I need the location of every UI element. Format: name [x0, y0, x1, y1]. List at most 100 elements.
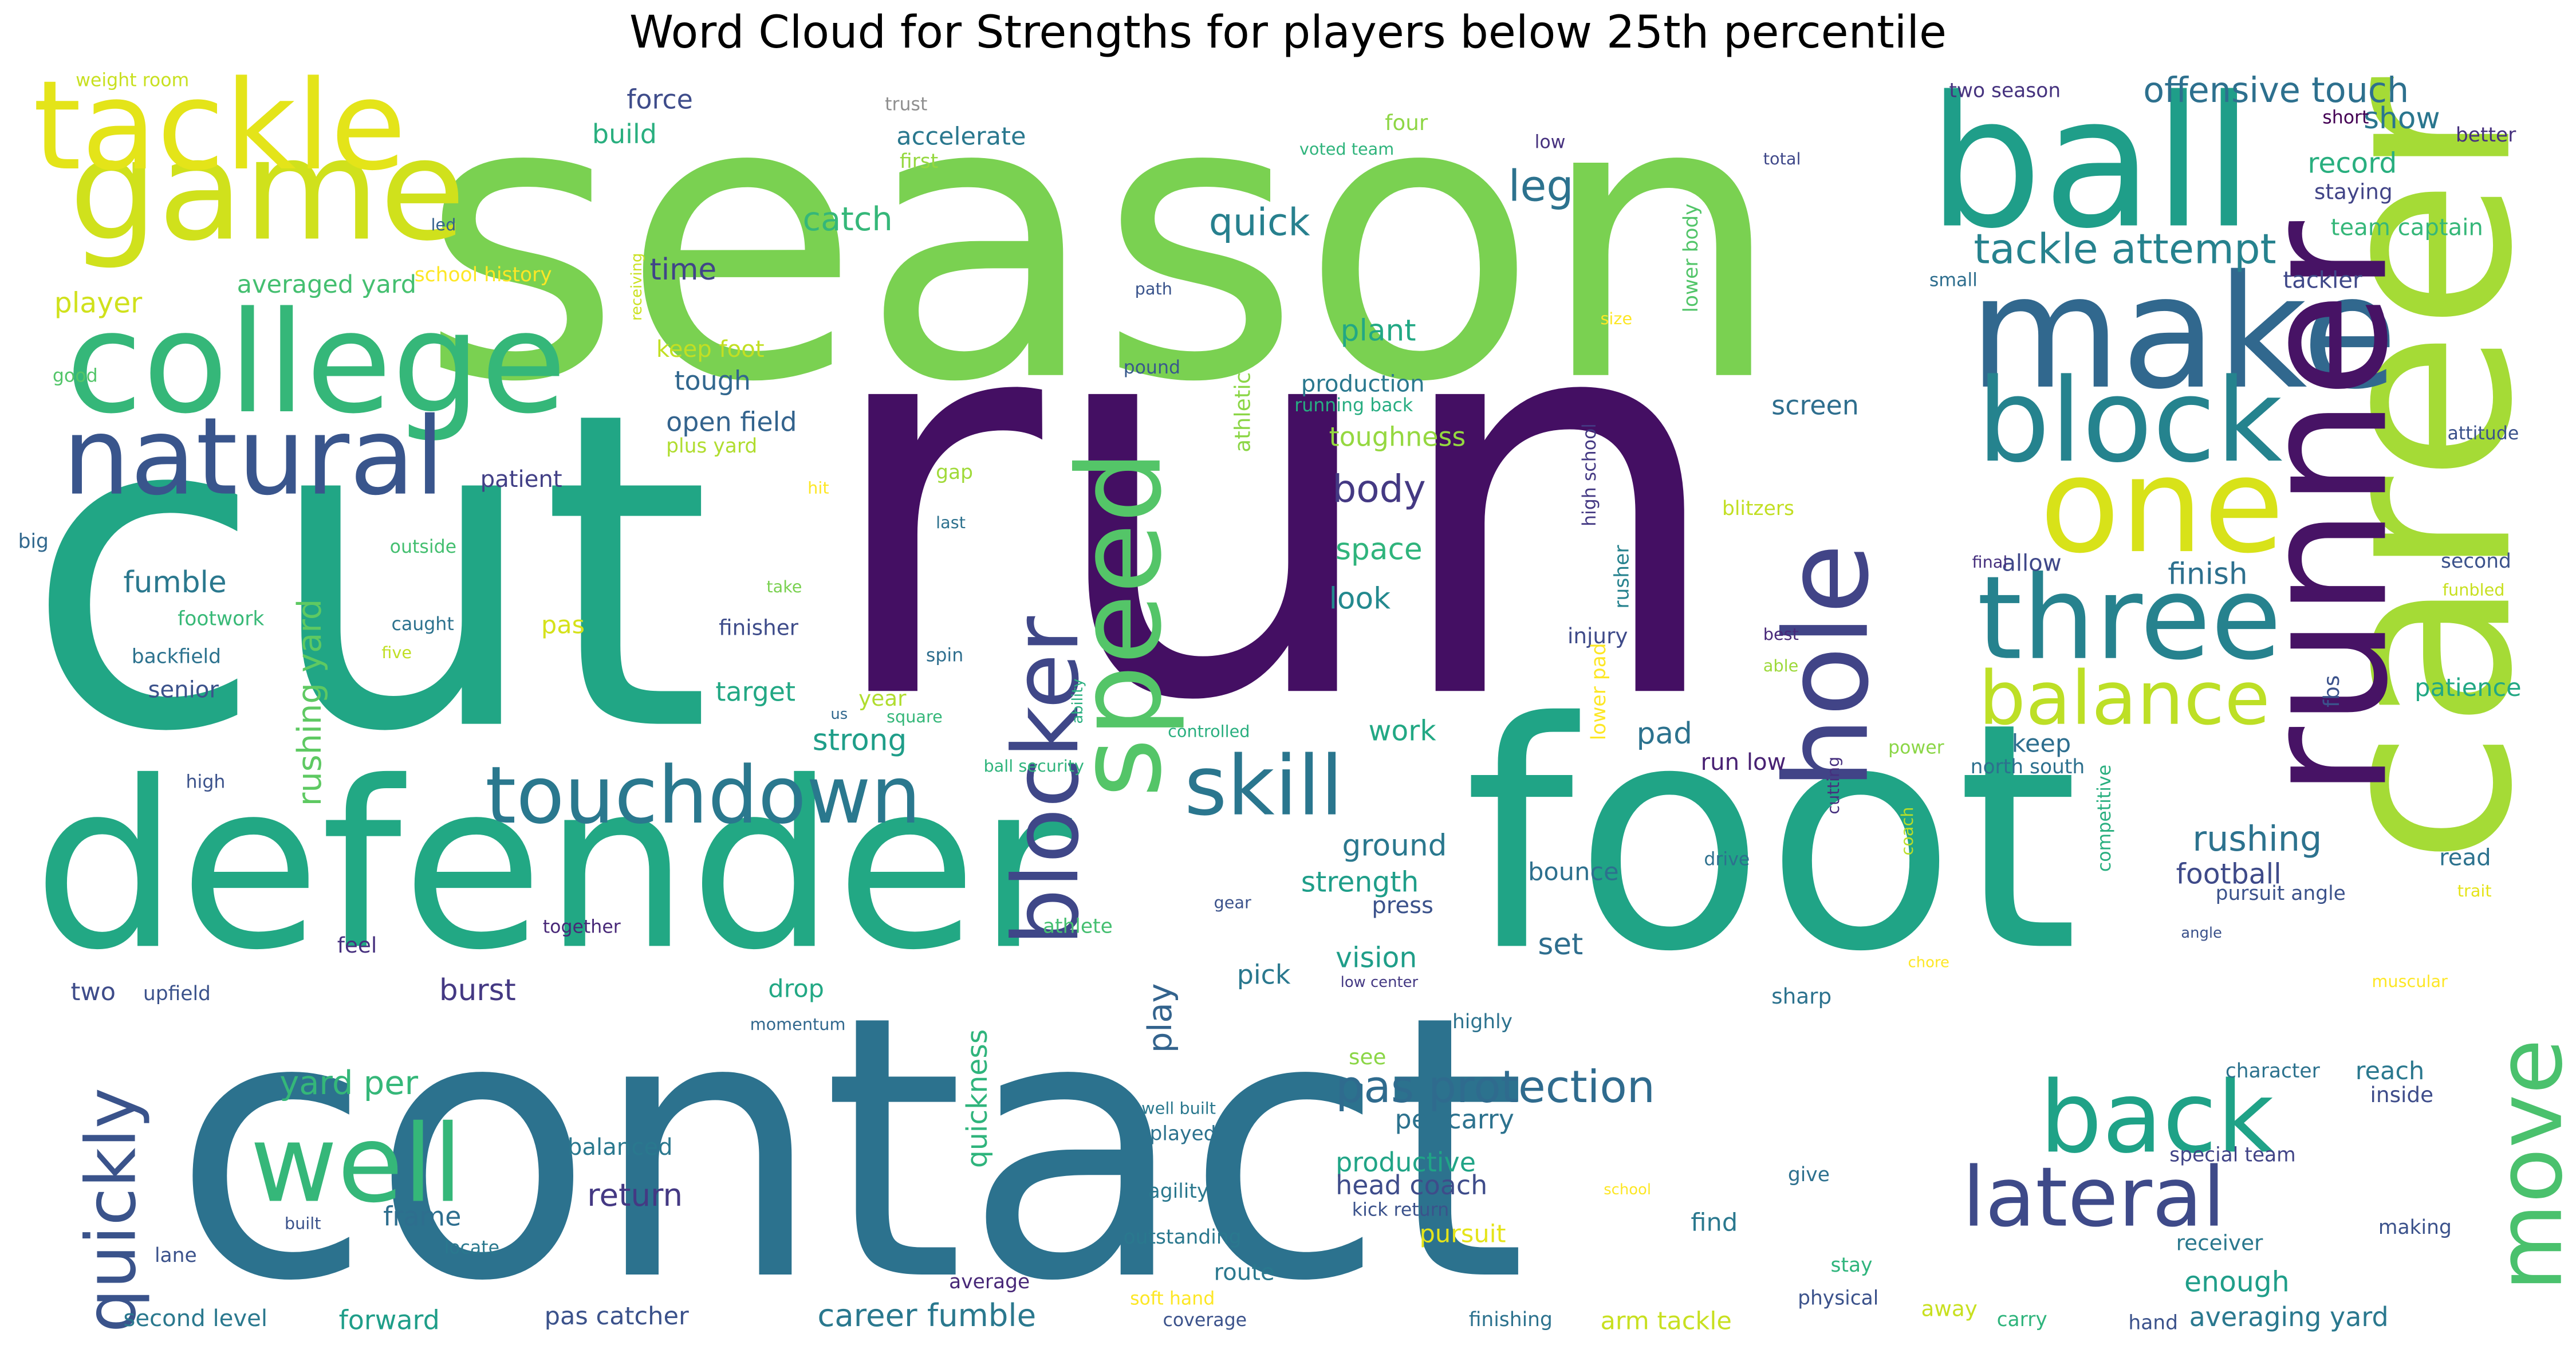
word-finishing: finishing — [1469, 1308, 1553, 1331]
word-sharp: sharp — [1771, 984, 1831, 1009]
word-force: force — [627, 84, 693, 115]
word-block: block — [1977, 354, 2282, 488]
word-power: power — [1888, 737, 1944, 758]
word-career: career — [2279, 74, 2567, 865]
word-pas-protection: pas protection — [1336, 1061, 1655, 1113]
word-rusher: rusher — [1610, 545, 1633, 609]
word-big: big — [18, 530, 49, 553]
word-back: back — [2039, 1060, 2274, 1175]
word-average: average — [949, 1271, 1030, 1293]
word-touchdown: touchdown — [485, 749, 921, 841]
word-played: played — [1150, 1122, 1216, 1145]
word-college: college — [66, 281, 567, 445]
word-averaged-yard: averaged yard — [237, 270, 417, 299]
word-finish: finish — [2168, 557, 2247, 592]
word-angle: angle — [2181, 925, 2222, 942]
word-reach: reach — [2356, 1057, 2425, 1085]
word-rushing-yard: rushing yard — [290, 599, 329, 807]
word-pursuit: pursuit — [1420, 1220, 1506, 1248]
word-athlete: athlete — [1043, 915, 1113, 938]
word-season: season — [419, 72, 1784, 467]
word-hit: hit — [808, 478, 829, 498]
word-cutting: cutting — [1823, 757, 1843, 815]
word-balanced: balanced — [568, 1134, 673, 1161]
word-year: year — [858, 686, 907, 711]
word-one: one — [2039, 430, 2284, 583]
word-lane: lane — [155, 1244, 197, 1267]
word-total: total — [1763, 149, 1801, 168]
word-coach: coach — [1897, 807, 1917, 855]
word-space: space — [1336, 532, 1423, 567]
word-record: record — [2307, 147, 2397, 180]
word-first: first — [900, 150, 938, 173]
word-receiving: receiving — [628, 253, 645, 321]
word-target: target — [715, 676, 795, 707]
word-ball-security: ball security — [983, 756, 1084, 776]
word-pas-catcher: pas catcher — [545, 1302, 689, 1331]
word-square: square — [887, 707, 943, 726]
word-tackle-attempt: tackle attempt — [1974, 225, 2276, 273]
word-pound: pound — [1124, 357, 1180, 378]
word-size: size — [1600, 309, 1632, 328]
word-athletic: athletic — [1230, 372, 1255, 453]
word-career-fumble: career fumble — [817, 1297, 1036, 1334]
word-attitude: attitude — [2448, 423, 2519, 444]
chart-title: Word Cloud for Strengths for players bel… — [629, 7, 1947, 58]
word-low: low — [1535, 132, 1566, 152]
word-hand: hand — [2128, 1312, 2178, 1335]
word-open-field: open field — [666, 406, 797, 437]
word-led: led — [431, 215, 456, 234]
word-run-low: run low — [1701, 749, 1786, 776]
word-keep-foot: keep foot — [656, 336, 765, 363]
word-locate: locate — [444, 1237, 499, 1258]
word-short: short — [2322, 107, 2369, 128]
word-good: good — [53, 365, 98, 386]
word-enough: enough — [2184, 1266, 2290, 1299]
word-fbs: fbs — [2319, 675, 2344, 707]
word-play: play — [1141, 983, 1179, 1053]
word-lower-body: lower body — [1680, 203, 1703, 312]
word-cloud: season run cut contact foot defender career bal… — [9, 15, 2576, 1357]
word-outside: outside — [390, 537, 456, 557]
word-hole: hole — [1760, 544, 1894, 790]
word-pas: pas — [541, 611, 585, 640]
word-tackle: tackle — [33, 72, 406, 198]
word-defender: defender — [33, 732, 1074, 1000]
word-soft-hand: soft hand — [1130, 1288, 1215, 1309]
word-highly: highly — [1452, 1010, 1512, 1033]
word-lower-pad: lower pad — [1588, 643, 1610, 740]
word-four: four — [1385, 110, 1428, 135]
word-catch: catch — [803, 200, 893, 238]
word-burst: burst — [439, 973, 516, 1008]
word-running-back: running back — [1294, 395, 1413, 416]
word-blitzers: blitzers — [1722, 497, 1794, 520]
word-muscular: muscular — [2372, 971, 2448, 991]
word-ability: ability — [1069, 679, 1086, 724]
word-make: make — [1969, 242, 2398, 424]
word-special-team: special team — [2169, 1144, 2296, 1167]
word-path: path — [1135, 279, 1172, 298]
word-outstanding: outstanding — [1124, 1226, 1242, 1249]
word-cut: cut — [25, 320, 711, 827]
word-character: character — [2226, 1060, 2321, 1083]
word-caught: caught — [392, 614, 454, 635]
word-build: build — [592, 119, 657, 150]
word-arm-tackle: arm tackle — [1600, 1307, 1731, 1336]
word-strong: strong — [813, 723, 907, 758]
word-drop: drop — [768, 974, 824, 1003]
word-run: run — [819, 187, 1730, 819]
word-senior: senior — [148, 677, 219, 703]
word-quickly: quickly — [72, 1088, 152, 1333]
word-look: look — [1329, 582, 1391, 616]
word-gap: gap — [936, 461, 973, 484]
word-lateral: lateral — [1962, 1150, 2225, 1245]
word-take: take — [766, 577, 802, 596]
word-able: able — [1763, 656, 1798, 675]
word-low-center: low center — [1341, 974, 1419, 991]
word-rushing: rushing — [2192, 819, 2322, 859]
word-controlled: controlled — [1168, 722, 1250, 741]
word-body: body — [1332, 467, 1425, 511]
word-competitive: competitive — [2094, 765, 2115, 872]
word-pursuit-angle: pursuit angle — [2216, 882, 2346, 905]
word-tackler: tackler — [2283, 268, 2362, 294]
